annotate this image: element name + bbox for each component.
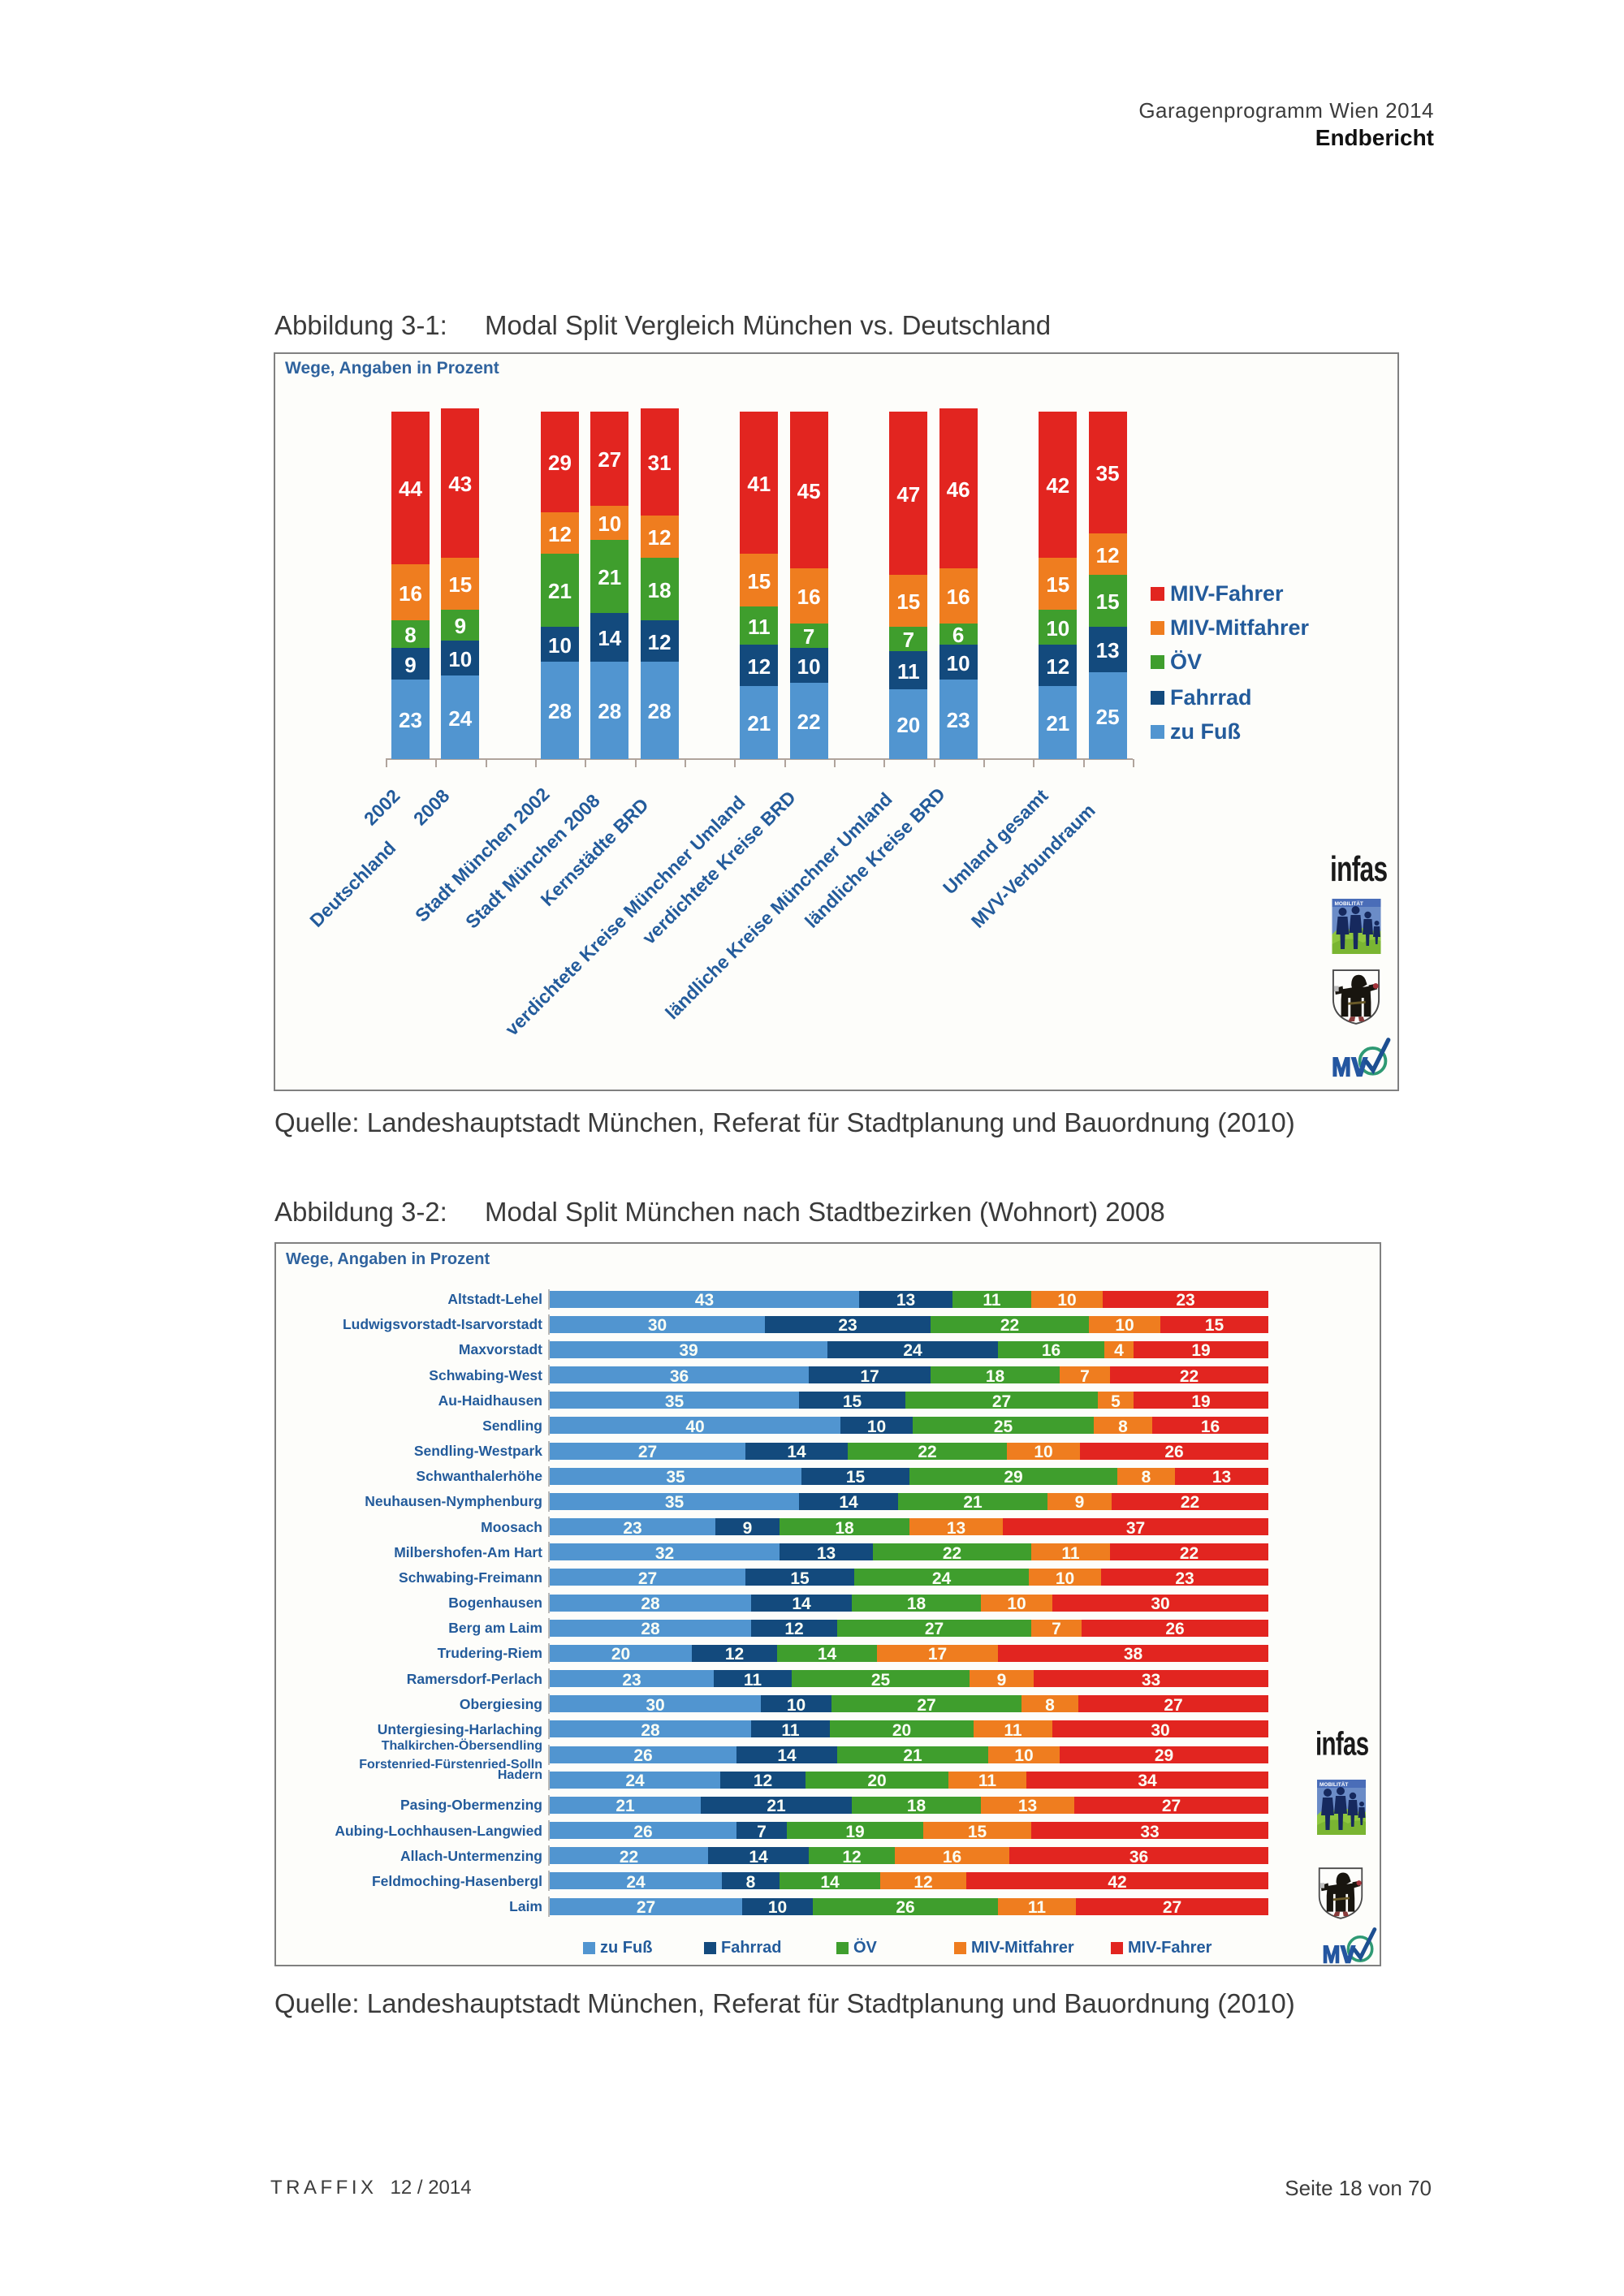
svg-text:MOBILITÄT: MOBILITÄT: [1335, 900, 1363, 907]
svg-text:MOBILITÄT: MOBILITÄT: [1320, 1781, 1348, 1788]
